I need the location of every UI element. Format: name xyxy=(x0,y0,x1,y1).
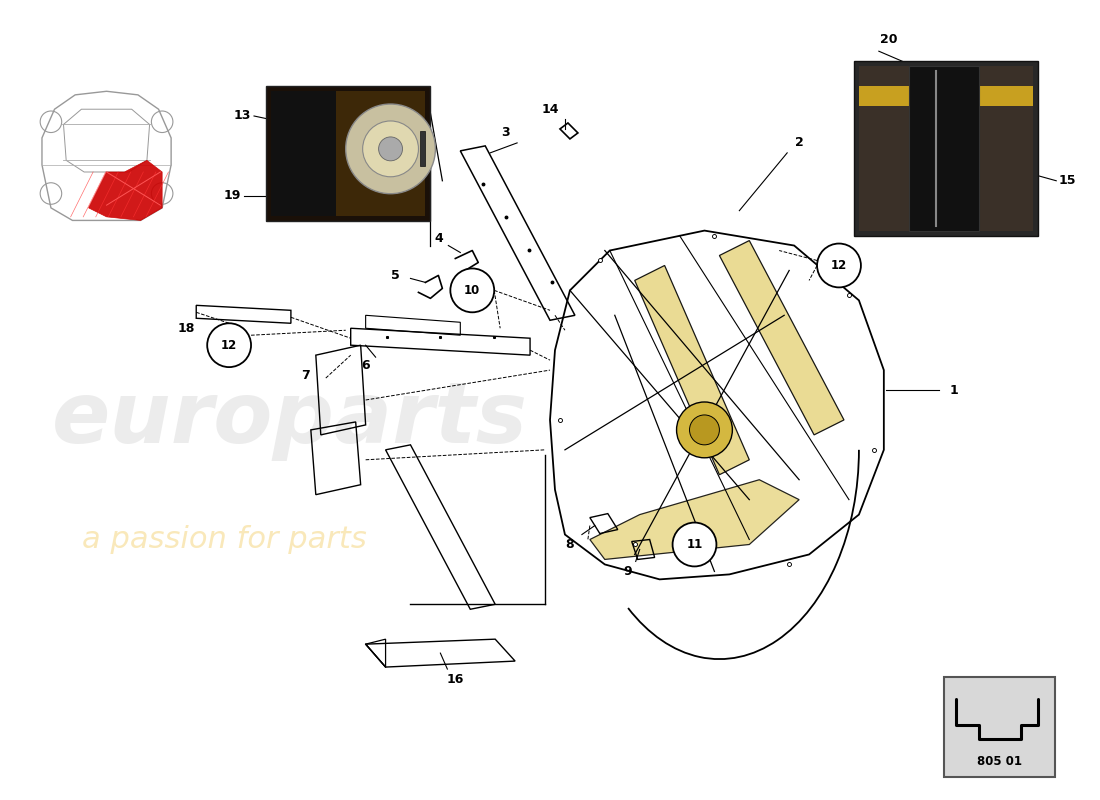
Circle shape xyxy=(690,415,719,445)
Circle shape xyxy=(676,402,733,458)
Polygon shape xyxy=(944,677,1055,777)
Polygon shape xyxy=(635,266,749,474)
Polygon shape xyxy=(420,131,426,166)
Polygon shape xyxy=(854,61,1038,235)
Polygon shape xyxy=(271,91,336,216)
Text: 20: 20 xyxy=(880,34,898,46)
Text: 4: 4 xyxy=(434,232,443,245)
Polygon shape xyxy=(271,91,426,216)
Polygon shape xyxy=(719,241,844,435)
Text: 13: 13 xyxy=(233,110,251,122)
Polygon shape xyxy=(590,480,799,559)
Text: europarts: europarts xyxy=(52,378,528,462)
Circle shape xyxy=(378,137,403,161)
Text: 12: 12 xyxy=(221,338,238,352)
Text: 1: 1 xyxy=(949,383,958,397)
Text: 5: 5 xyxy=(392,269,400,282)
Circle shape xyxy=(450,269,494,312)
Circle shape xyxy=(817,243,861,287)
Polygon shape xyxy=(266,86,430,221)
Polygon shape xyxy=(89,160,162,221)
Text: 18: 18 xyxy=(177,322,195,334)
Polygon shape xyxy=(859,86,1033,106)
Text: 11: 11 xyxy=(686,538,703,551)
Circle shape xyxy=(672,522,716,566)
Text: 7: 7 xyxy=(301,369,310,382)
Circle shape xyxy=(207,323,251,367)
Text: 14: 14 xyxy=(541,102,559,115)
Text: 9: 9 xyxy=(624,565,632,578)
Text: 19: 19 xyxy=(223,190,241,202)
Polygon shape xyxy=(909,66,979,230)
Text: 8: 8 xyxy=(565,538,574,551)
Text: 3: 3 xyxy=(500,126,509,139)
Text: 2: 2 xyxy=(795,136,803,150)
Text: 16: 16 xyxy=(447,673,464,686)
Text: 15: 15 xyxy=(1058,174,1076,187)
Circle shape xyxy=(363,121,418,177)
Text: 6: 6 xyxy=(361,358,370,372)
Text: 12: 12 xyxy=(830,259,847,272)
Text: 10: 10 xyxy=(464,284,481,297)
Polygon shape xyxy=(859,66,1033,230)
Circle shape xyxy=(345,104,436,194)
Text: 805 01: 805 01 xyxy=(977,755,1022,768)
Text: a passion for parts: a passion for parts xyxy=(81,525,366,554)
